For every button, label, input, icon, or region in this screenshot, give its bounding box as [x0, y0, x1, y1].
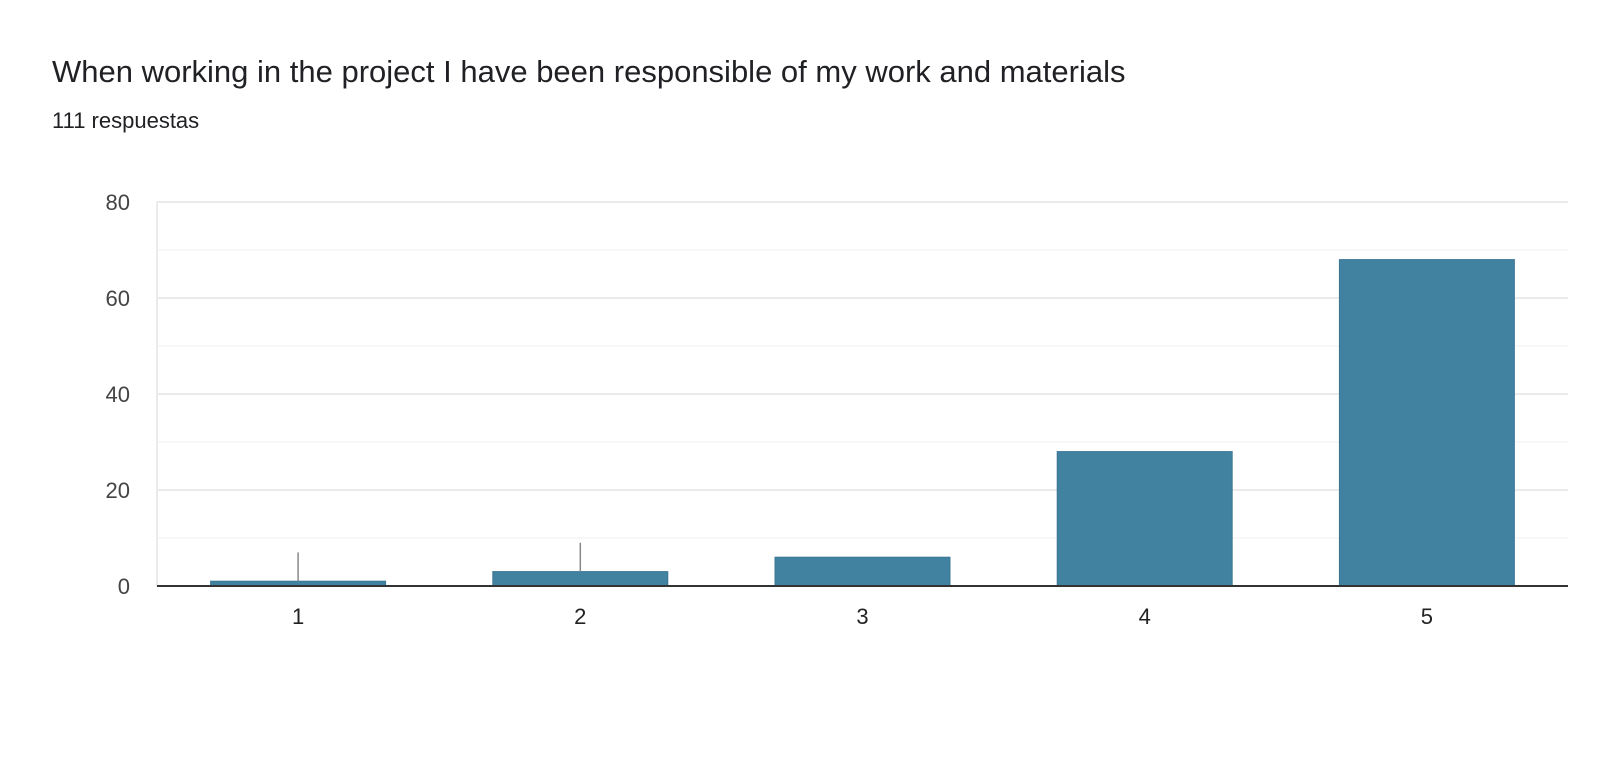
bar-4	[1056, 451, 1233, 587]
bar-3	[774, 556, 951, 587]
x-tick-label: 3	[856, 604, 868, 629]
y-tick-label: 0	[118, 574, 130, 599]
y-tick-label: 80	[106, 190, 130, 215]
x-tick-label: 5	[1421, 604, 1433, 629]
x-tick-label: 4	[1139, 604, 1151, 629]
x-tick-label: 1	[292, 604, 304, 629]
y-tick-label: 60	[106, 286, 130, 311]
response-count: 111 respuestas	[52, 108, 200, 133]
bars	[210, 259, 1515, 587]
x-tick-label: 2	[574, 604, 586, 629]
x-tick-labels: 1 2 3 4 5	[292, 604, 1433, 629]
bar-5	[1338, 259, 1515, 587]
y-tick-label: 20	[106, 478, 130, 503]
grid-layer	[156, 201, 1568, 586]
bar-2	[492, 571, 669, 587]
y-tick-labels: 0 20 40 60 80	[106, 190, 130, 599]
y-tick-label: 40	[106, 382, 130, 407]
chart-title: When working in the project I have been …	[52, 54, 1126, 89]
